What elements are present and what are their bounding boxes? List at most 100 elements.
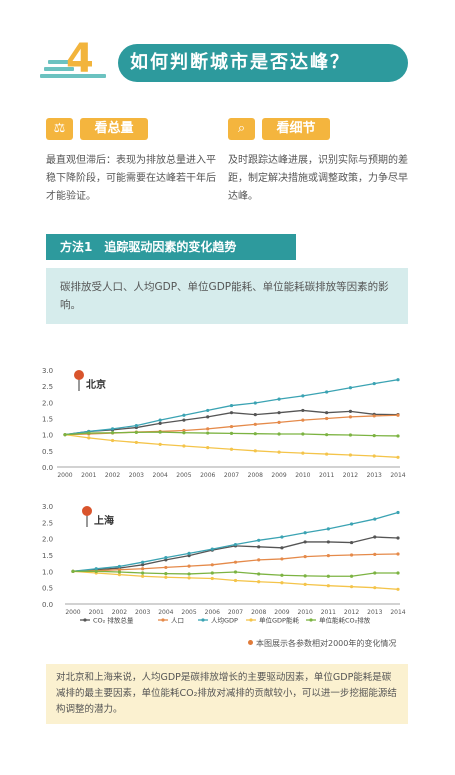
x-tick-label: 2005 bbox=[176, 472, 191, 479]
data-point-co2_per_energy bbox=[134, 430, 138, 435]
data-point-co2_per_energy bbox=[233, 570, 238, 574]
data-point-gdp_per_capita bbox=[117, 564, 122, 569]
data-point-co2_per_energy bbox=[280, 573, 284, 577]
data-point-co2_per_energy bbox=[71, 569, 75, 573]
legend-marker bbox=[249, 618, 253, 622]
data-point-population bbox=[164, 565, 168, 570]
data-point-energy_per_gdp bbox=[229, 447, 234, 451]
data-point-co2_per_energy bbox=[87, 431, 91, 435]
note-bullet bbox=[248, 640, 253, 645]
method-description: 碳排放受人口、人均GDP、单位GDP能耗、单位能耗碳排放等因素的影响。 bbox=[46, 268, 408, 324]
data-point-co2 bbox=[348, 409, 353, 413]
data-point-co2_per_energy bbox=[301, 432, 305, 436]
data-point-gdp_per_capita bbox=[348, 386, 353, 390]
data-point-co2_per_energy bbox=[372, 434, 376, 438]
data-point-gdp_per_capita bbox=[372, 381, 376, 386]
data-point-co2 bbox=[229, 411, 234, 415]
magnifier-icon: ⌕ bbox=[228, 118, 255, 140]
total-description: 最直观但滞后：表现为排放总量进入平稳下降阶段，可能需要在达峰若干年后才能验证。 bbox=[46, 155, 216, 202]
data-point-population bbox=[348, 415, 353, 419]
tag-detail: 看细节 bbox=[262, 118, 330, 140]
data-point-gdp_per_capita bbox=[253, 401, 257, 405]
data-point-population bbox=[229, 424, 234, 429]
data-point-gdp_per_capita bbox=[349, 522, 354, 526]
data-point-population bbox=[257, 558, 261, 562]
x-tick-label: 2001 bbox=[89, 609, 104, 616]
data-point-co2_per_energy bbox=[396, 434, 400, 438]
legend-label: CO₂ 排放总量 bbox=[93, 616, 134, 625]
data-point-co2_per_energy bbox=[117, 570, 122, 574]
data-point-energy_per_gdp bbox=[349, 585, 354, 589]
data-point-energy_per_gdp bbox=[303, 582, 307, 587]
data-point-gdp_per_capita bbox=[325, 390, 329, 394]
location-pin-icon bbox=[74, 370, 84, 380]
x-tick-label: 2003 bbox=[129, 472, 144, 479]
data-point-population bbox=[210, 563, 214, 567]
scale-icon: ⚖ bbox=[46, 118, 73, 140]
detail-description: 及时跟踪达峰进展，识别实际与预期的差距，制定解决措施或调整政策，力争尽早达峰。 bbox=[228, 155, 408, 202]
data-point-co2_per_energy bbox=[326, 574, 330, 578]
data-point-gdp_per_capita bbox=[277, 397, 281, 401]
data-point-gdp_per_capita bbox=[110, 427, 115, 431]
y-tick-label: 1.5 bbox=[42, 552, 53, 560]
x-tick-label: 2007 bbox=[224, 472, 239, 479]
data-point-gdp_per_capita bbox=[280, 535, 284, 539]
x-tick-label: 2005 bbox=[181, 609, 196, 616]
data-point-co2 bbox=[349, 540, 354, 545]
data-point-energy_per_gdp bbox=[280, 581, 284, 585]
data-point-co2 bbox=[206, 415, 210, 419]
data-point-gdp_per_capita bbox=[303, 531, 307, 535]
data-point-co2 bbox=[164, 558, 168, 562]
data-point-energy_per_gdp bbox=[257, 580, 261, 584]
data-point-gdp_per_capita bbox=[158, 418, 162, 422]
series-line-population bbox=[64, 414, 399, 436]
x-tick-label: 2009 bbox=[274, 609, 289, 616]
data-point-co2_per_energy bbox=[63, 433, 67, 437]
data-point-population bbox=[349, 553, 354, 557]
data-point-population bbox=[372, 414, 376, 418]
tag-total: 看总量 bbox=[80, 118, 148, 140]
data-point-co2 bbox=[303, 540, 307, 544]
data-point-co2 bbox=[158, 421, 162, 425]
data-point-gdp_per_capita bbox=[301, 394, 305, 398]
data-point-population bbox=[117, 568, 122, 572]
data-point-co2_per_energy bbox=[141, 571, 145, 575]
x-tick-label: 2014 bbox=[390, 609, 405, 616]
data-point-gdp_per_capita bbox=[206, 408, 210, 413]
legend-marker bbox=[83, 618, 87, 622]
y-tick-label: 0.5 bbox=[42, 585, 53, 593]
data-point-energy_per_gdp bbox=[277, 450, 281, 454]
data-point-gdp_per_capita bbox=[373, 517, 377, 521]
data-point-co2 bbox=[280, 546, 284, 550]
data-point-co2_per_energy bbox=[348, 433, 353, 437]
y-tick-label: 0.5 bbox=[42, 448, 53, 456]
data-point-gdp_per_capita bbox=[396, 510, 400, 515]
data-point-population bbox=[253, 422, 257, 426]
data-point-energy_per_gdp bbox=[117, 573, 122, 577]
x-tick-label: 2012 bbox=[343, 472, 358, 479]
data-point-energy_per_gdp bbox=[373, 586, 377, 590]
data-point-co2_per_energy bbox=[277, 432, 281, 436]
data-point-co2_per_energy bbox=[210, 571, 214, 575]
y-tick-label: 0.0 bbox=[42, 464, 53, 472]
legend-marker bbox=[201, 618, 205, 622]
charts-canvas: 0.0 0.5 1.0 1.5 2.0 2.5 3.0 2000 2001 2002 2003 200… bbox=[42, 367, 406, 625]
x-tick-label: 2010 bbox=[295, 472, 310, 479]
data-point-gdp_per_capita bbox=[229, 403, 234, 408]
y-tick-label: 2.5 bbox=[42, 519, 53, 527]
data-point-co2_per_energy bbox=[187, 572, 191, 576]
x-tick-label: 2010 bbox=[298, 609, 313, 616]
legend-marker bbox=[309, 618, 313, 622]
data-point-energy_per_gdp bbox=[210, 576, 214, 581]
data-point-energy_per_gdp bbox=[134, 440, 138, 445]
y-tick-label: 2.0 bbox=[42, 399, 53, 407]
y-tick-label: 0.0 bbox=[42, 601, 53, 609]
data-point-co2_per_energy bbox=[158, 430, 162, 434]
y-tick-label: 2.0 bbox=[42, 536, 53, 544]
data-point-energy_per_gdp bbox=[325, 452, 329, 456]
page-title: 如何判断城市是否达峰？ bbox=[118, 44, 408, 82]
data-point-co2 bbox=[187, 554, 191, 558]
data-point-co2_per_energy bbox=[325, 433, 329, 437]
data-point-gdp_per_capita bbox=[187, 551, 191, 555]
data-point-energy_per_gdp bbox=[348, 453, 353, 457]
